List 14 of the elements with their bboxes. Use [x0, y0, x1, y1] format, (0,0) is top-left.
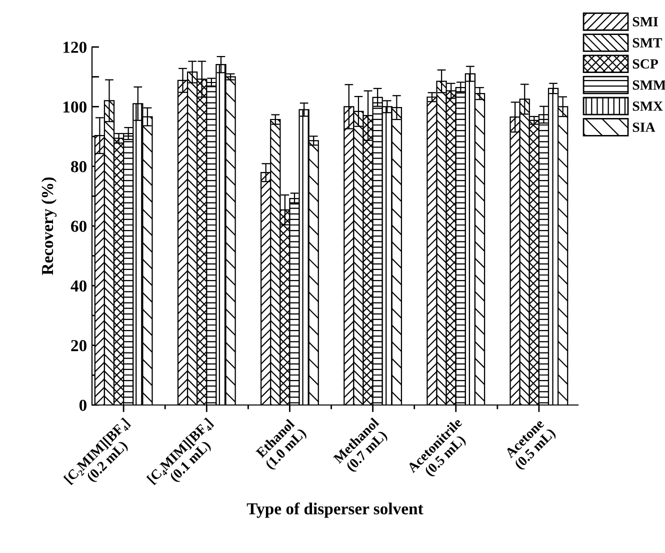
legend-label: SIA	[632, 122, 656, 132]
legend-label: SCP	[632, 59, 658, 69]
y-tick-label: 20	[71, 340, 87, 352]
legend-label: SMI	[632, 17, 658, 26]
y-tick-label: 40	[70, 280, 87, 292]
legend-label: SMT	[632, 38, 662, 48]
legend-label: SMX	[632, 101, 663, 111]
y-tick-label: 80	[71, 161, 87, 172]
y-tick-label: 100	[63, 101, 87, 113]
y-axis-title: Recovery (%)	[41, 177, 57, 275]
x-axis-title: Type of disperser solvent	[246, 502, 424, 518]
y-tick-label: 60	[71, 220, 87, 232]
y-tick-label: 120	[63, 42, 87, 53]
y-tick-label: 0	[79, 400, 87, 411]
